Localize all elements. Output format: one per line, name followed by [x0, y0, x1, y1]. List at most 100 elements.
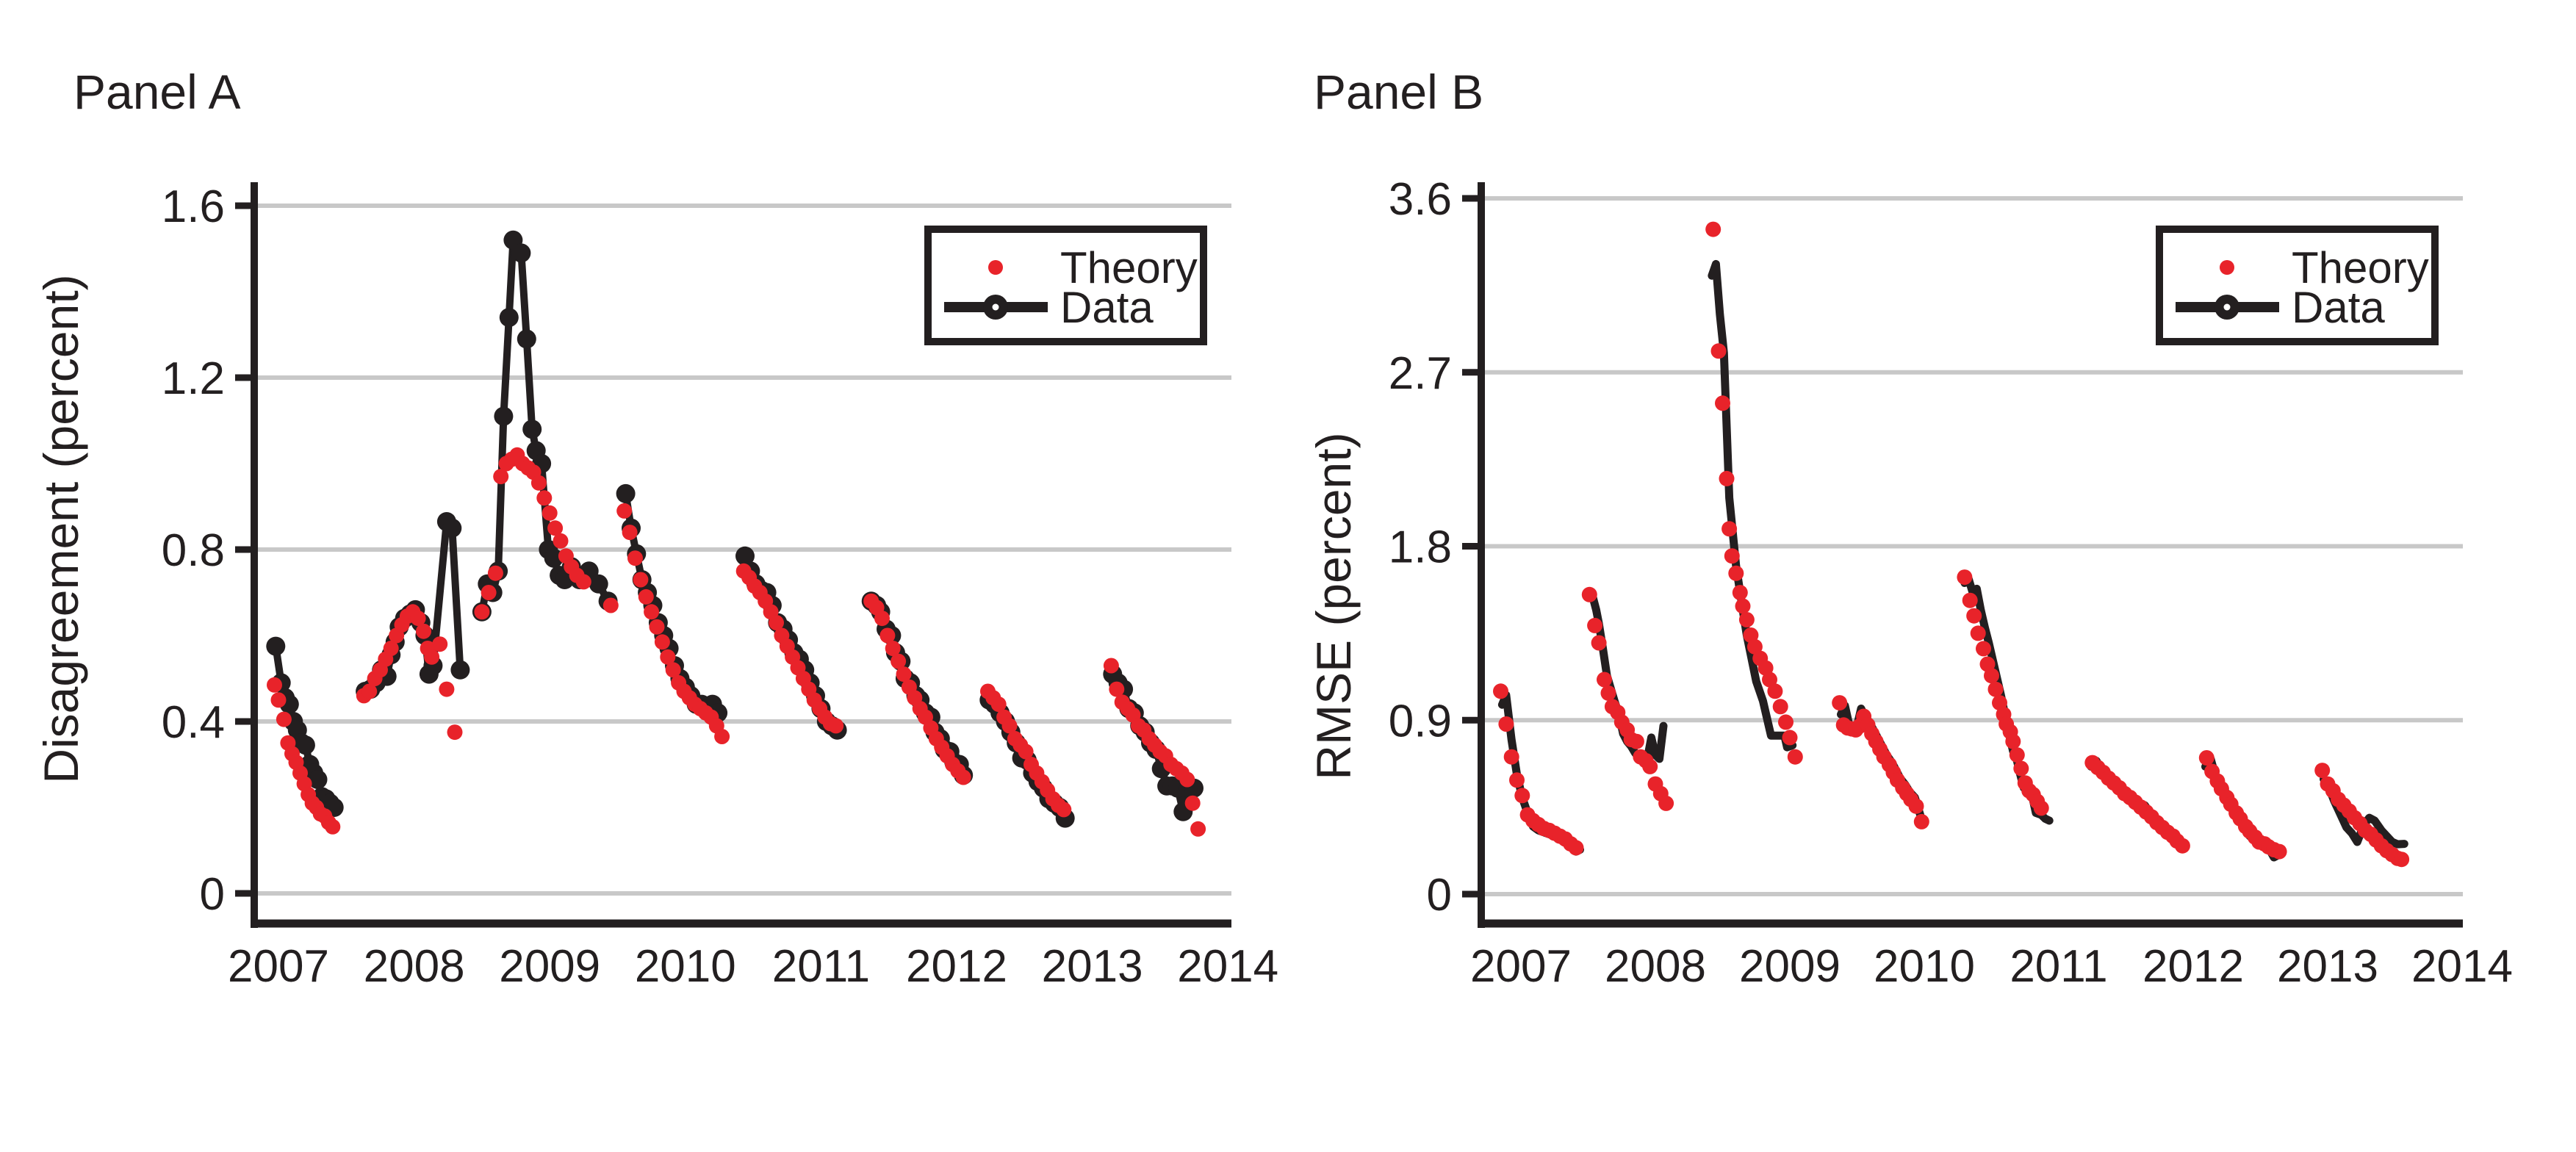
data-point [361, 683, 378, 699]
y-tick-label: 3.6 [1389, 174, 1452, 225]
data-point [1984, 668, 1999, 684]
data-point [1600, 685, 1616, 701]
x-tick-label: 2008 [364, 941, 465, 992]
y-tick-label: 2.7 [1389, 348, 1452, 399]
data-point [1724, 548, 1740, 564]
data-point [660, 649, 676, 665]
data-point [649, 619, 665, 635]
legend-theory-marker-icon [2220, 260, 2234, 275]
data-point [627, 550, 643, 566]
y-tick-label: 0 [200, 869, 225, 920]
data-point [622, 525, 638, 541]
data-point [270, 692, 287, 708]
legend-theory-label: Theory [1060, 243, 1198, 292]
data-point [2005, 733, 2021, 749]
data-point [1992, 695, 2007, 711]
data-point [325, 818, 341, 835]
data-point [616, 483, 636, 503]
data-point [885, 641, 901, 656]
data-point [896, 666, 912, 683]
data-point [1190, 821, 1206, 837]
data-point [410, 611, 426, 627]
y-tick-label: 1.6 [162, 181, 225, 232]
data-point [1587, 617, 1603, 633]
data-point [494, 406, 514, 426]
data-point [665, 662, 681, 678]
legend-data-marker-hole [992, 303, 999, 311]
data-point [1962, 592, 1978, 608]
data-point [589, 574, 608, 594]
data-point [769, 615, 784, 630]
data-point [575, 574, 591, 590]
panel-title: Panel B [1314, 65, 1483, 119]
gridlines [1481, 196, 2463, 896]
data-point [481, 585, 497, 600]
series-line-segment [1708, 259, 1797, 752]
legend-data-label: Data [1060, 283, 1154, 332]
data-point [1832, 695, 1848, 711]
panel-a: 0 0.4 0.8 1.2 1.6 2007 2008 2009 2010 2011 2012 201… [34, 65, 1278, 992]
legend-theory-marker-icon [988, 260, 1003, 275]
data-point [1738, 612, 1755, 627]
data-point [735, 546, 755, 566]
data-point [1568, 840, 1584, 856]
x-tick-label: 2009 [1739, 941, 1841, 992]
panel-b: 0 0.9 1.8 2.7 3.6 2007 2008 2009 2010 2011 2012 201… [1306, 65, 2513, 992]
data-point [2174, 838, 2190, 854]
data-series [1497, 259, 2408, 862]
data-point [553, 533, 569, 549]
data-point [1957, 569, 1973, 586]
data-point [530, 475, 547, 491]
data-point [493, 469, 509, 485]
data-point [1782, 730, 1798, 746]
data-point [1772, 699, 1788, 715]
data-point [383, 641, 399, 656]
legend-data-marker-hole [2223, 303, 2231, 311]
data-point [1757, 660, 1774, 676]
data-point [1184, 795, 1201, 811]
data-point [2033, 800, 2049, 816]
data-point [654, 634, 670, 650]
data-point [1966, 608, 1982, 624]
x-tick-label: 2009 [499, 941, 600, 992]
data-point [522, 420, 542, 439]
data-point [267, 677, 282, 693]
data-point [432, 636, 448, 652]
x-tick-label: 2012 [906, 941, 1007, 992]
data-point [828, 718, 844, 734]
data-point [1908, 798, 1924, 814]
y-tick-label: 1.2 [162, 353, 225, 404]
data-point [1498, 716, 1514, 732]
data-point [1493, 683, 1508, 699]
data-point [487, 565, 503, 581]
data-point [874, 611, 890, 627]
data-point [1746, 638, 1763, 655]
data-point [1056, 802, 1072, 818]
data-point [1018, 744, 1034, 760]
x-tick-label: 2010 [635, 941, 736, 992]
data-point [511, 243, 531, 263]
data-point [1976, 641, 1991, 657]
data-point [2271, 843, 2287, 860]
data-point [1103, 658, 1119, 674]
x-tick-label: 2011 [2010, 941, 2107, 992]
x-tick-label: 2014 [2411, 941, 2513, 992]
data-point [1735, 598, 1751, 614]
data-point [1503, 749, 1519, 765]
data-point [955, 769, 971, 785]
data-point [633, 572, 649, 588]
data-point [424, 649, 440, 665]
data-point [442, 518, 462, 538]
data-point [1628, 733, 1644, 749]
data-point [1721, 521, 1738, 537]
data-point [1581, 586, 1597, 602]
data-point [990, 696, 1007, 713]
data-point [1109, 681, 1125, 697]
data-point [276, 711, 292, 727]
data-point [1913, 813, 1929, 829]
theory-series [1493, 221, 2410, 868]
data-point [1597, 672, 1612, 688]
x-tick-label: 2013 [1042, 941, 1143, 992]
